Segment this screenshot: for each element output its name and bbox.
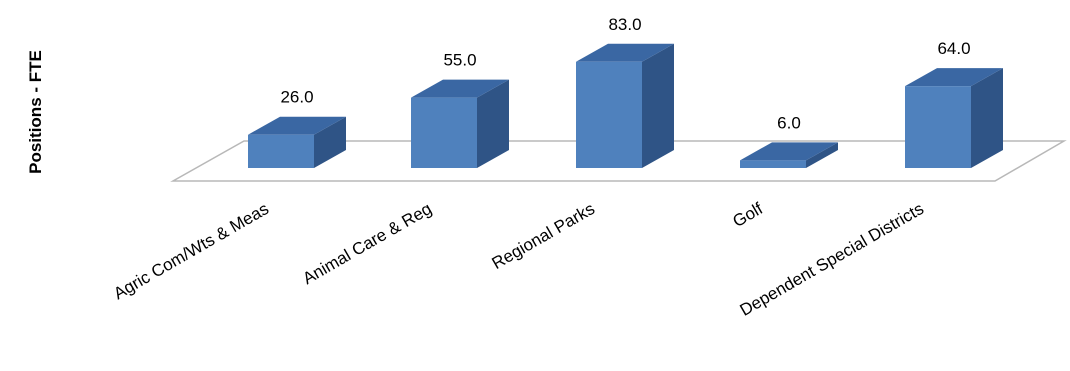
bar-side [971, 68, 1003, 168]
category-label-regional-parks: Regional Parks [489, 199, 598, 273]
bar-side [477, 79, 509, 168]
bar-front [411, 97, 477, 168]
bar-top [576, 43, 674, 62]
category-label-agric-com-wts-meas: Agric Com/Wts & Meas [110, 199, 272, 303]
bar-animal-care-reg [411, 79, 509, 168]
y-axis-title: Positions - FTE [26, 50, 45, 174]
bar-top [905, 68, 1003, 87]
category-label-golf: Golf [729, 199, 766, 231]
bar-front [905, 86, 971, 168]
data-label-agric-com-wts-meas: 26.0 [280, 88, 313, 107]
bar-top [248, 116, 346, 135]
data-label-animal-care-reg: 55.0 [443, 51, 476, 70]
data-label-golf: 6.0 [777, 113, 801, 132]
bar-side [642, 43, 674, 169]
bar-top [411, 79, 509, 98]
data-label-regional-parks: 83.0 [608, 15, 641, 34]
data-label-dependent-special-districts: 64.0 [937, 39, 970, 58]
bar-front [248, 134, 314, 168]
bar-regional-parks [576, 43, 674, 169]
floor-plane [170, 140, 1067, 182]
bar-golf [740, 142, 838, 168]
category-label-dependent-special-districts: Dependent Special Districts [737, 199, 927, 320]
bar-dependent-special-districts [905, 68, 1003, 168]
bar-front [576, 61, 642, 169]
bar-side [314, 116, 346, 168]
bar-agric-com-wts-meas [248, 116, 346, 168]
category-label-animal-care-reg: Animal Care & Reg [299, 199, 435, 288]
bar-front [740, 160, 806, 168]
bar-side [806, 142, 838, 168]
bar-top [740, 142, 838, 161]
